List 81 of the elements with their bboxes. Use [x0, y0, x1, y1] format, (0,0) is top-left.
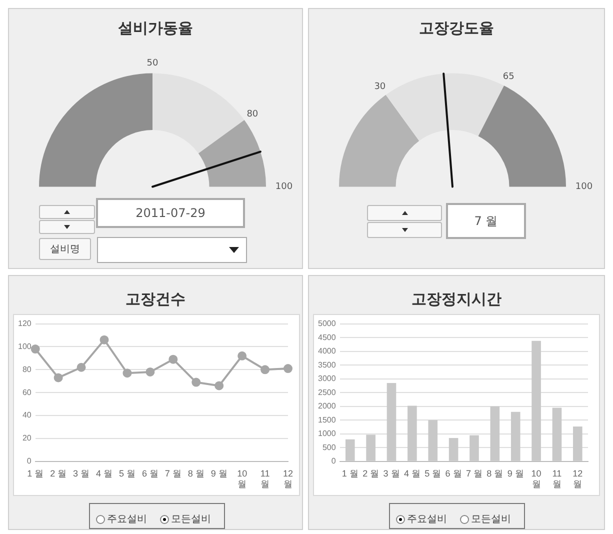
x-tick-label: 4 월: [96, 468, 113, 478]
y-tick-label: 4500: [318, 332, 336, 342]
x-tick-label: 9 월: [507, 468, 524, 478]
point: [168, 354, 178, 364]
radio-group: 주요설비 모든설비: [389, 503, 525, 529]
radio-group: 주요설비 모든설비: [89, 503, 225, 529]
x-tick-label: 6 월: [142, 468, 158, 478]
x-tick-label: 8 월: [486, 468, 504, 478]
point: [238, 351, 247, 360]
y-tick-label: 3500: [318, 360, 336, 370]
point: [54, 373, 63, 382]
bar: [532, 340, 541, 461]
x-tick-label: 2 월: [362, 468, 380, 478]
slice-label: 100: [575, 182, 593, 192]
y-tick-label: 3000: [318, 374, 336, 384]
slice-label: 50: [146, 58, 158, 69]
point: [260, 365, 270, 374]
y-tick-label: 500: [322, 442, 336, 452]
equipment-button: 설비명: [39, 238, 91, 260]
x-tick-label: 5 월: [424, 468, 442, 478]
x-tick-label: 1 월: [342, 468, 358, 478]
point: [192, 378, 201, 387]
x-tick-label: 7 월: [164, 468, 182, 478]
y-tick-label: 2500: [318, 388, 336, 397]
x-tick-label: 11 월: [260, 468, 270, 490]
bar: [510, 412, 520, 461]
y-tick-label: 20: [22, 434, 32, 443]
x-tick-label: 7 월: [466, 468, 482, 478]
bar: [366, 434, 376, 461]
point: [76, 362, 86, 372]
bar: [386, 382, 396, 461]
bar: [448, 438, 458, 461]
slice-label: 30: [374, 82, 386, 92]
point: [214, 381, 224, 390]
x-tick-label: 8 월: [188, 468, 204, 478]
chart-title: 고장정지시간: [410, 290, 502, 309]
y-tick-label: 2000: [318, 402, 336, 411]
slice-label: 80: [246, 110, 258, 120]
bar: [490, 406, 500, 461]
x-tick-label: 11 월: [552, 468, 562, 490]
y-tick-label: 1000: [318, 429, 336, 438]
point: [284, 364, 292, 374]
chart-title: 고장강도율: [418, 19, 495, 38]
slice-label: 100: [275, 182, 293, 192]
y-tick-label: 0: [26, 456, 32, 466]
y-tick-label: 120: [18, 319, 32, 328]
x-tick-label: 12 월: [572, 468, 583, 490]
y-tick-label: 4000: [318, 346, 336, 356]
bar: [470, 435, 479, 461]
y-tick-label: 1500: [318, 415, 336, 424]
month-field: 7 월: [446, 203, 526, 239]
point: [100, 335, 109, 344]
x-tick-label: 3 월: [383, 468, 400, 478]
point: [122, 368, 132, 378]
y-tick-label: 5000: [318, 319, 336, 328]
slice-label: 65: [502, 72, 514, 82]
y-tick-label: 60: [22, 388, 32, 397]
date-field: 2011-07-29: [96, 198, 245, 228]
x-tick-label: 9 월: [210, 468, 228, 478]
x-tick-label: 5 월: [118, 468, 136, 478]
bar: [345, 439, 355, 461]
x-tick-label: 4 월: [404, 468, 420, 478]
chart-title: 고장건수: [124, 290, 186, 309]
point: [30, 344, 40, 354]
x-tick-label: 10 월: [237, 468, 248, 490]
bar: [408, 406, 417, 461]
y-tick-label: 80: [22, 364, 32, 374]
y-tick-label: 40: [22, 410, 32, 420]
point: [146, 367, 155, 376]
x-tick-label: 2 월: [50, 468, 67, 478]
x-tick-label: 10 월: [531, 468, 542, 490]
bar: [552, 408, 562, 461]
y-tick-label: 0: [331, 456, 336, 466]
x-tick-label: 6 월: [445, 468, 462, 478]
bar: [573, 426, 582, 461]
x-tick-label: 12 월: [282, 468, 294, 490]
bar: [428, 420, 438, 461]
x-tick-label: 1 월: [27, 468, 44, 478]
x-tick-label: 3 월: [73, 468, 90, 478]
chart-title: 설비가동율: [117, 19, 194, 38]
y-tick-label: 100: [18, 342, 32, 351]
